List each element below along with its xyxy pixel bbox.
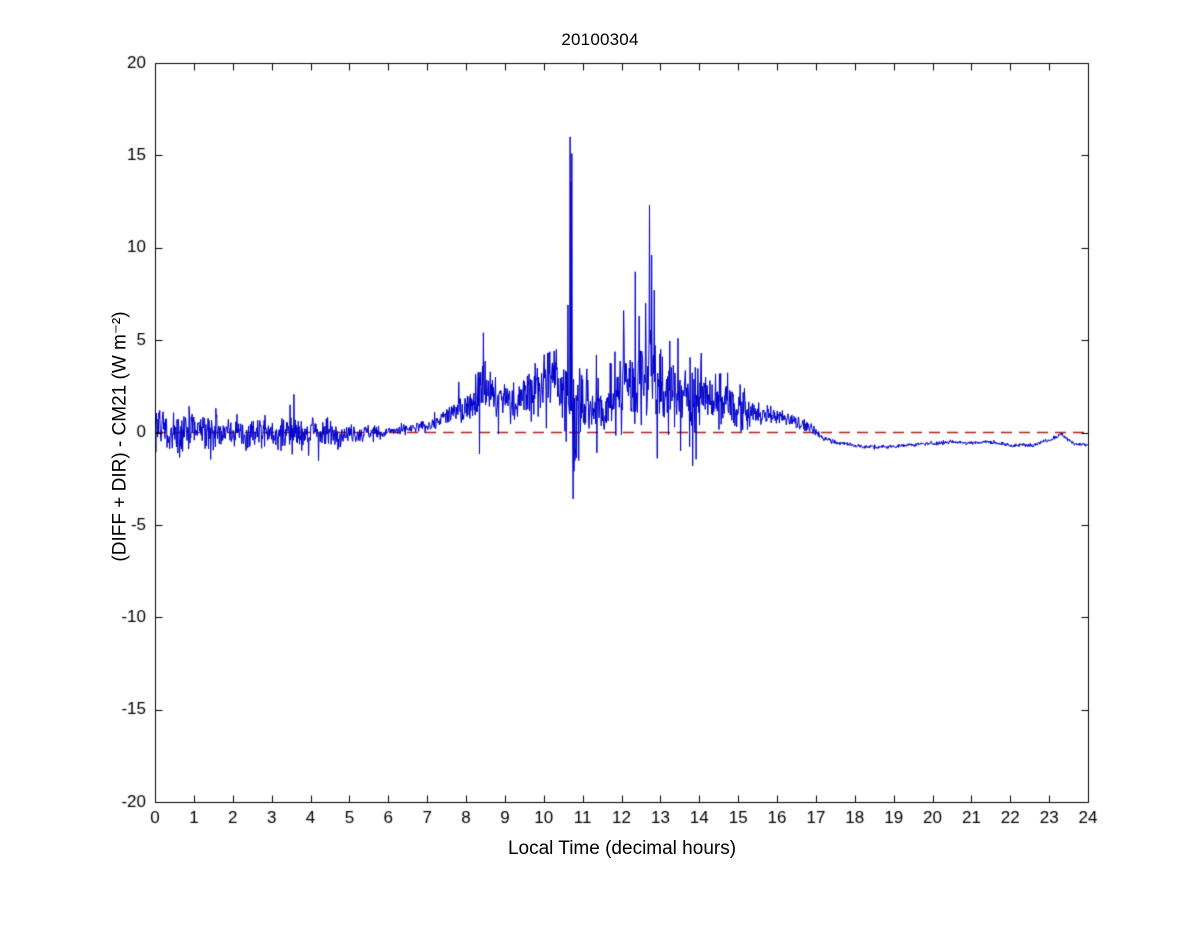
figure-container: 20100304 Local Time (decimal hours) (DIF… — [0, 0, 1200, 900]
chart-canvas — [0, 0, 1200, 900]
